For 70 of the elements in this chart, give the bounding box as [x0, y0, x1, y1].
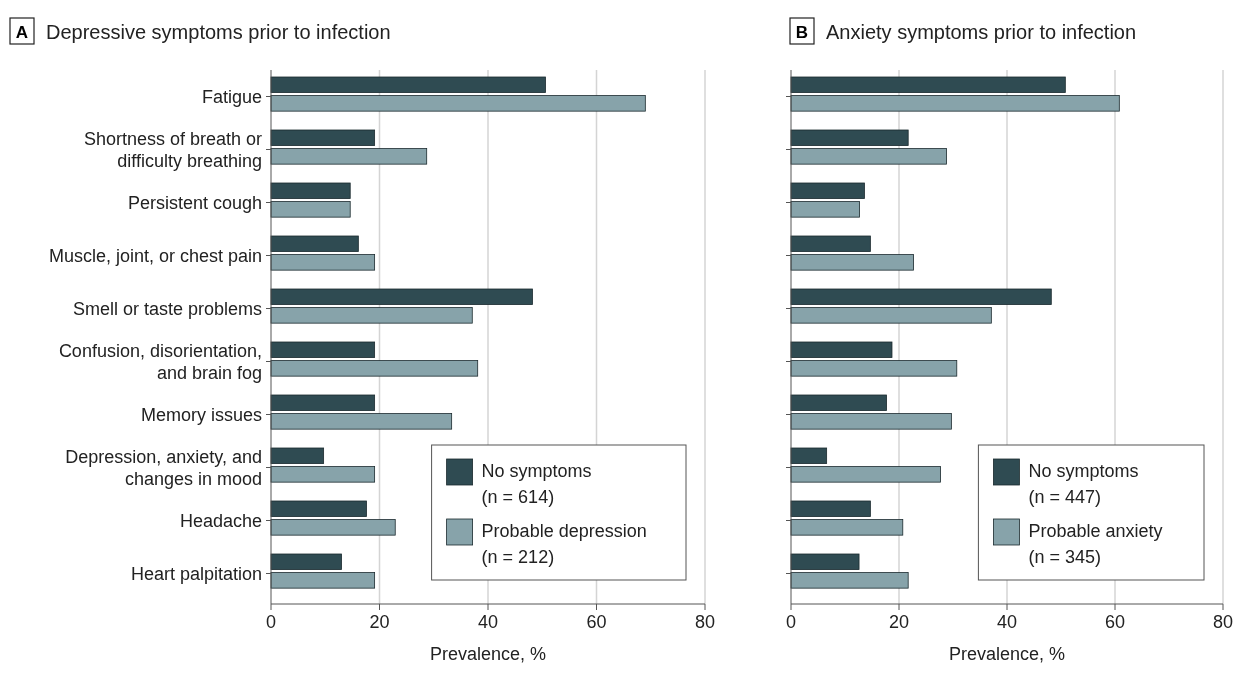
bar	[270, 519, 396, 536]
y-tick-label: Depression, anxiety, and changes in mood	[65, 446, 262, 489]
x-tick-label: 60	[1104, 612, 1126, 632]
x-tick-label: 40	[477, 612, 499, 632]
bar	[790, 447, 828, 464]
bar	[270, 95, 646, 112]
legend-label: No symptoms (n = 614)	[481, 461, 592, 507]
text: B	[795, 22, 809, 42]
bar	[790, 341, 893, 358]
x-axis-title: Prevalence, %	[948, 644, 1066, 664]
x-tick-label: 0	[785, 612, 797, 632]
bar	[270, 307, 473, 324]
bar	[270, 447, 325, 464]
bar	[270, 466, 376, 483]
text: A	[15, 22, 29, 42]
y-tick-label: Muscle, joint, or chest pain	[48, 245, 262, 266]
y-tick-label: Heart palpitation	[130, 563, 262, 584]
bar	[270, 148, 428, 165]
bar	[270, 572, 376, 589]
bar	[270, 235, 359, 252]
y-tick-label: Fatigue	[201, 86, 262, 107]
bar	[790, 182, 865, 199]
bar	[270, 288, 533, 305]
bar	[790, 394, 887, 411]
chart-title: Depressive symptoms prior to infection	[46, 21, 391, 43]
bar	[790, 76, 1066, 93]
bar	[790, 572, 909, 589]
bar	[270, 500, 367, 517]
x-tick-label: 60	[586, 612, 607, 632]
bar	[270, 182, 351, 199]
bar	[790, 500, 871, 517]
bar	[270, 413, 453, 430]
y-tick-label: Shortness of breath or difficulty breathing	[83, 128, 262, 171]
bar	[790, 360, 958, 377]
bar	[270, 341, 376, 358]
y-tick-label: Smell or taste problems	[72, 298, 262, 319]
bar	[270, 254, 376, 271]
y-tick-label: Memory issues	[140, 404, 262, 425]
legend-label: Probable depression (n = 212)	[481, 521, 647, 567]
x-tick-label: 20	[888, 612, 910, 632]
y-tick-label: Headache	[179, 510, 262, 531]
legend-label: No symptoms (n = 447)	[1028, 461, 1139, 507]
bar	[270, 360, 479, 377]
x-tick-label: 0	[265, 612, 277, 632]
bar	[790, 307, 992, 324]
x-tick-label: 80	[694, 612, 716, 632]
chart-title: Anxiety symptoms prior to infection	[826, 21, 1137, 43]
bar	[790, 254, 914, 271]
y-tick-label: Confusion, disorientation, and brain fog	[58, 340, 262, 383]
bar	[790, 466, 941, 483]
bar	[790, 288, 1052, 305]
x-axis-title: Prevalence, %	[429, 644, 547, 664]
bar	[270, 129, 376, 146]
legend-label: Probable anxiety (n = 345)	[1028, 521, 1163, 567]
bar	[270, 394, 376, 411]
y-tick-label: Persistent cough	[127, 192, 262, 213]
bar	[790, 148, 947, 165]
bar	[790, 519, 904, 536]
bar	[790, 129, 909, 146]
x-tick-label: 20	[369, 612, 390, 632]
bar	[790, 201, 860, 218]
bar	[790, 413, 952, 430]
x-tick-label: 80	[1212, 612, 1234, 632]
x-tick-label: 40	[996, 612, 1018, 632]
bar	[790, 553, 860, 570]
bar	[790, 235, 871, 252]
bar	[270, 76, 546, 93]
bar	[270, 201, 351, 218]
bar	[790, 95, 1120, 112]
bar	[270, 553, 342, 570]
